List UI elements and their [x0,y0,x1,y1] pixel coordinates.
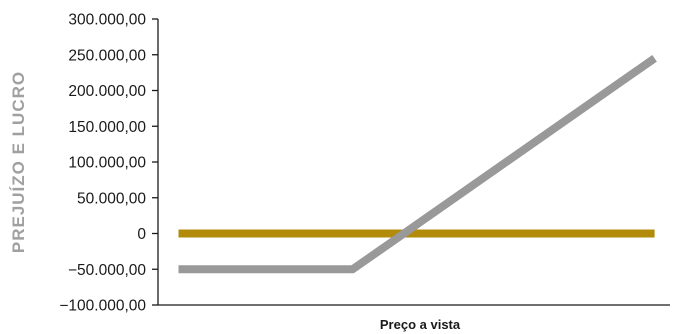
y-tick-label: 250.000,00 [68,47,146,64]
y-tick-label: −100.000,00 [59,298,146,315]
y-tick-label: 200.000,00 [68,83,146,100]
y-tick-label: 100.000,00 [68,155,146,172]
y-tick-label: 300.000,00 [68,12,146,29]
y-axis: 300.000,00 250.000,00 200.000,00 150.000,00… [59,12,159,315]
x-axis-label: Preço a vista [380,317,461,332]
y-tick-label: 150.000,00 [68,119,146,136]
y-tick-label: 0 [137,226,146,243]
y-tick-label: −50.000,00 [68,262,146,279]
series-lines [178,55,657,274]
y-axis-label: PREJUÍZO E LUCRO [9,71,28,253]
series-line-1 [178,55,657,274]
y-tick-label: 50.000,00 [77,190,146,207]
